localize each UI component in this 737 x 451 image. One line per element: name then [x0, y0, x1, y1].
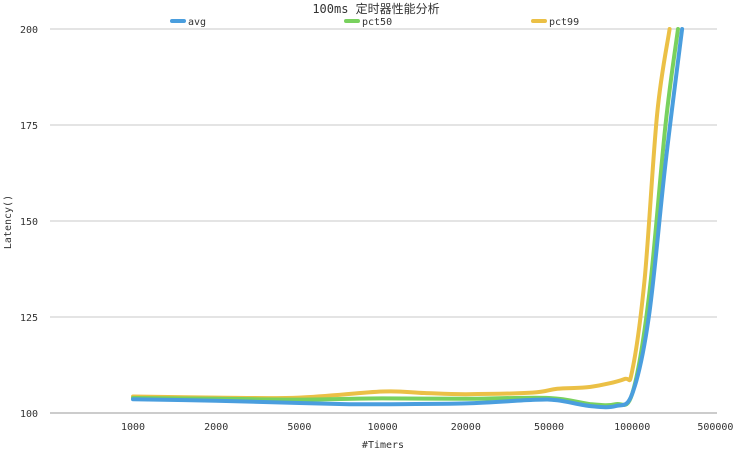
legend-item-pct99: pct99 — [531, 17, 579, 28]
legend-item-pct50: pct50 — [344, 17, 392, 28]
y-tick-label: 200 — [20, 25, 38, 36]
x-tick-label: 10000 — [368, 422, 398, 433]
legend: avg pct50 pct99 — [170, 17, 579, 28]
x-tick-label: 1000 — [121, 422, 145, 433]
x-tick-label: 500000 — [697, 422, 733, 433]
x-tick-label: 2000 — [204, 422, 228, 433]
x-axis-ticks: 1000 2000 5000 10000 20000 50000 100000 500000 — [121, 422, 734, 433]
series-line-pct50 — [131, 27, 680, 408]
series-line-pct99 — [131, 27, 672, 401]
y-tick-label: 125 — [20, 313, 38, 324]
x-tick-label: 50000 — [534, 422, 564, 433]
x-tick-label: 100000 — [614, 422, 650, 433]
series-lines — [131, 27, 685, 410]
series-line-avg — [131, 27, 685, 410]
x-tick-label: 5000 — [287, 422, 311, 433]
y-tick-label: 175 — [20, 121, 38, 132]
legend-label-avg: avg — [188, 17, 206, 28]
grid — [50, 28, 717, 414]
legend-label-pct99: pct99 — [549, 17, 579, 28]
x-tick-label: 20000 — [451, 422, 481, 433]
legend-label-pct50: pct50 — [362, 17, 392, 28]
y-tick-label: 150 — [20, 217, 38, 228]
y-axis-label: Latency() — [3, 195, 14, 249]
x-axis-label: #Timers — [362, 440, 404, 451]
y-tick-label: 100 — [20, 409, 38, 420]
legend-item-avg: avg — [170, 17, 206, 28]
y-axis-ticks: 100 125 150 175 200 — [20, 25, 38, 420]
chart-title: 100ms 定时器性能分析 — [312, 1, 439, 16]
